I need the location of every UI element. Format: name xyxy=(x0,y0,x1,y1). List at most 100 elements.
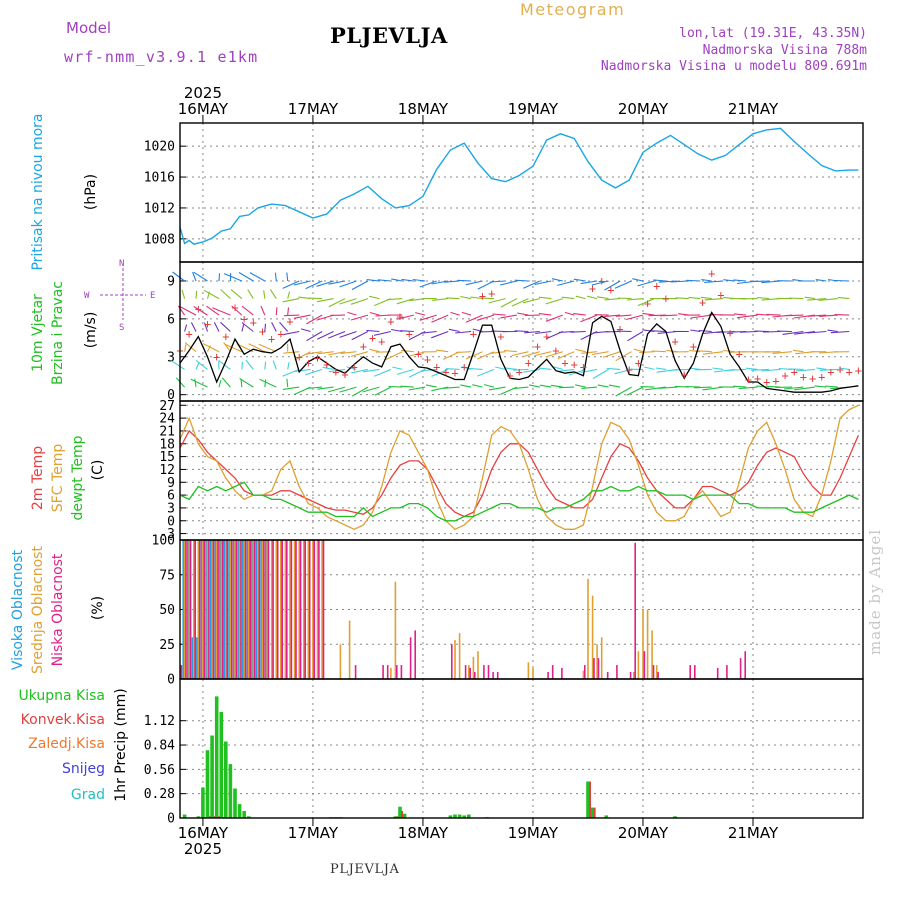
wind-vector xyxy=(557,351,575,360)
gust-marker: + xyxy=(846,365,853,379)
wind-axis-title-2: Brzina i Pravac xyxy=(50,281,66,385)
wind-vector xyxy=(626,386,644,396)
cloud-bar xyxy=(249,540,251,679)
wind-vector xyxy=(374,386,392,396)
gust-marker: + xyxy=(644,297,651,311)
wind-vector xyxy=(241,324,245,332)
wind-vector xyxy=(377,279,391,282)
wind-vector xyxy=(316,280,334,287)
wind-vector xyxy=(642,312,655,316)
wind-vector xyxy=(627,298,644,301)
wind-vector xyxy=(522,351,540,358)
wind-vector xyxy=(373,330,392,336)
wind-vector xyxy=(761,368,781,372)
wind-vector xyxy=(443,280,460,283)
wind-vector xyxy=(170,360,185,370)
gust-marker: + xyxy=(781,369,788,383)
gust-marker: + xyxy=(736,347,743,361)
wind-vector xyxy=(524,330,540,334)
wind-vector xyxy=(545,314,563,322)
wind-vector xyxy=(751,280,770,283)
y-tick-label: 24 xyxy=(159,412,175,427)
wind-vector xyxy=(534,351,552,357)
wind-vector xyxy=(834,314,850,316)
wind-vector xyxy=(837,296,850,300)
wind-vector xyxy=(756,385,770,388)
wind-vector xyxy=(625,314,644,321)
wind-vector xyxy=(287,307,290,316)
gust-marker: + xyxy=(305,356,312,370)
wind-vector xyxy=(529,384,540,388)
y-tick-label: 6 xyxy=(167,489,175,504)
cloud-bar xyxy=(180,665,183,679)
wind-vector xyxy=(306,331,323,342)
wind-vector xyxy=(294,351,311,361)
cloud-bar xyxy=(183,540,186,679)
wind-vector xyxy=(425,384,437,388)
location-coordinates: lon,lat (19.31E, 43.35N) xyxy=(679,26,867,41)
gust-marker: + xyxy=(635,356,642,370)
gust-marker: + xyxy=(809,371,816,385)
panel-frame xyxy=(179,400,864,541)
wind-vector xyxy=(274,272,277,282)
wind-vector xyxy=(591,280,609,286)
wind-vector xyxy=(559,386,575,389)
wind-vector xyxy=(221,377,231,388)
cloud-bar xyxy=(200,540,203,679)
wind-vector xyxy=(415,312,426,316)
wind-vector xyxy=(480,297,495,300)
wind-vector xyxy=(728,368,747,371)
gust-marker: + xyxy=(607,283,614,297)
gust-marker: + xyxy=(626,362,633,376)
y-tick-label: 0 xyxy=(167,514,175,529)
wind-vector xyxy=(568,368,586,376)
temp2m-axis-title: 2m Temp xyxy=(30,446,46,510)
cloud-bar xyxy=(298,540,300,679)
wind-vector xyxy=(604,280,621,291)
wind-vector xyxy=(220,321,231,332)
cloud-bar xyxy=(238,540,241,679)
cloud-bar xyxy=(464,665,467,679)
wind-vector xyxy=(218,379,222,388)
precip-bar xyxy=(453,814,457,818)
cloud-bar xyxy=(633,672,635,679)
wind-vector xyxy=(195,362,200,370)
gust-marker: + xyxy=(332,365,339,379)
dewpoint-axis-title: dewpt Temp xyxy=(70,435,86,520)
wind-vector xyxy=(830,330,850,334)
wind-vector xyxy=(272,360,277,370)
precip-bar xyxy=(217,816,220,818)
wind-vector xyxy=(351,280,369,291)
wind-vector xyxy=(432,298,449,301)
cloud-bar xyxy=(196,637,198,679)
wind-vector xyxy=(419,314,437,321)
cloud-bar xyxy=(551,665,554,679)
wind-vector xyxy=(698,350,712,353)
cloud-bar xyxy=(739,658,742,679)
wind-vector xyxy=(328,351,346,356)
gust-marker: + xyxy=(616,322,623,336)
wind-vector xyxy=(488,386,506,391)
cloud-bar xyxy=(263,540,265,679)
wind-vector xyxy=(499,280,518,286)
cloud-bar xyxy=(584,665,586,679)
wind-vector xyxy=(658,386,678,389)
cloud-bar xyxy=(629,672,632,679)
wind-vector xyxy=(224,343,243,353)
cloud-bar xyxy=(657,672,659,679)
cloud-bar xyxy=(492,672,494,679)
wind-vector xyxy=(819,314,838,317)
gust-marker: + xyxy=(213,350,220,364)
model-altitude: Nadmorska Visina u modelu 809.691m xyxy=(600,59,867,74)
meteogram-label: Meteogram xyxy=(520,0,626,19)
precip-bar xyxy=(589,781,591,818)
cloud-bar xyxy=(237,540,239,679)
cloud-bar xyxy=(284,540,287,679)
wind-vector xyxy=(538,296,552,300)
wind-vector xyxy=(231,305,243,316)
wind-vector xyxy=(658,280,678,283)
cloud-bar xyxy=(281,540,283,679)
wind-vector xyxy=(350,314,369,321)
wind-vector xyxy=(488,298,506,304)
gust-marker: + xyxy=(827,365,834,379)
